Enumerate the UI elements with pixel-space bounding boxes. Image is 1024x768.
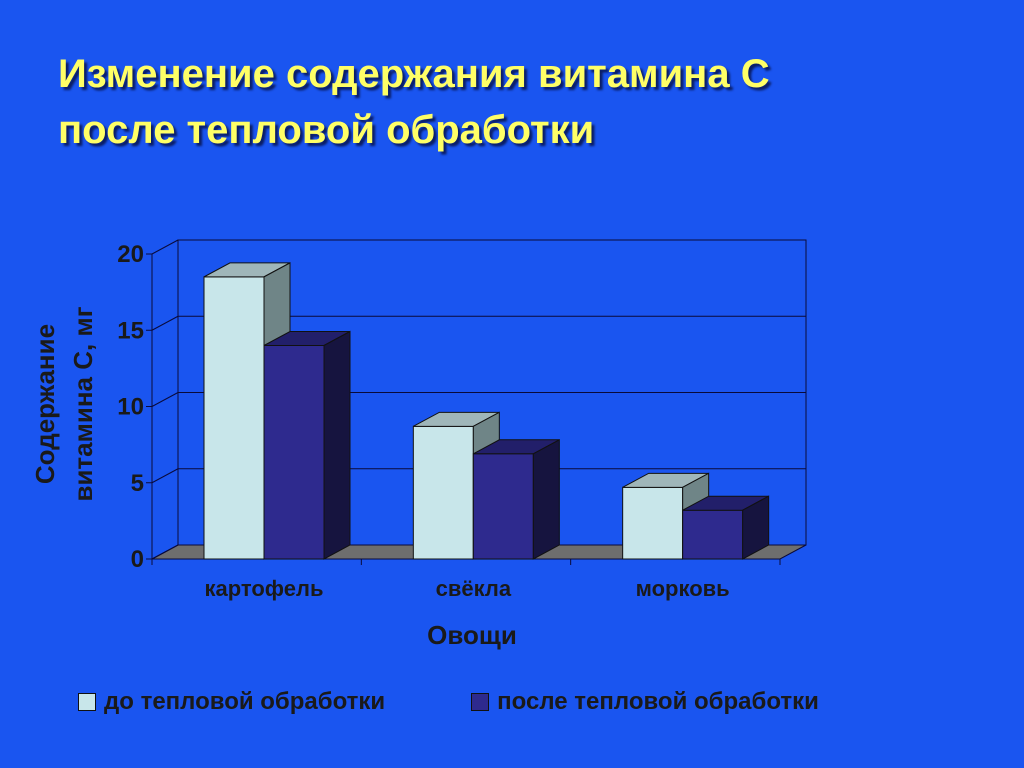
bar-side	[323, 330, 351, 560]
x-category-label: морковь	[636, 576, 730, 601]
x-axis-categories: картофель свёкла морковь	[204, 576, 729, 601]
bar-front	[622, 486, 684, 560]
bar-side	[532, 438, 560, 560]
chart-title-line-1: Изменение содержания витамина С	[58, 52, 770, 96]
legend-swatch-after	[471, 693, 490, 711]
bar	[682, 495, 770, 560]
chart-title-line-2: после тепловой обработки	[58, 108, 595, 152]
y-axis-ticks: 0 5 10 15 20	[117, 241, 144, 573]
bar-front	[203, 276, 265, 560]
bars	[203, 262, 770, 560]
bar	[472, 438, 560, 560]
legend-swatch-before	[78, 693, 96, 711]
gridline-diagonal	[151, 468, 179, 484]
legend-label-after: после тепловой обработки	[497, 688, 819, 715]
gridline-diagonal	[151, 239, 179, 255]
y-tick-label: 20	[117, 241, 144, 268]
bar-front	[263, 345, 325, 560]
bar-front	[682, 509, 744, 560]
bar-front	[472, 453, 534, 560]
gridline-diagonal	[151, 544, 179, 560]
gridline-diagonal	[151, 392, 179, 407]
y-axis-title-line-1: Содержание	[30, 324, 60, 484]
legend-item-after: после тепловой обработки	[471, 688, 819, 716]
bar-side	[742, 495, 770, 560]
bar	[263, 330, 351, 560]
gridline-diagonal	[151, 315, 179, 331]
x-category-label: свёкла	[436, 576, 512, 601]
y-axis-title-line-2: витамина С, мг	[68, 306, 98, 501]
y-tick-label: 15	[117, 317, 144, 344]
x-category-label: картофель	[204, 576, 323, 601]
y-tick-label: 5	[131, 470, 144, 497]
chart-title: Изменение содержания витамина С после те…	[58, 46, 958, 158]
y-tick-label: 0	[131, 546, 144, 573]
bar-front	[412, 425, 474, 560]
x-axis-title: Овощи	[427, 620, 517, 650]
y-tick-label: 10	[117, 394, 144, 421]
legend-label-before: до тепловой обработки	[104, 688, 386, 715]
legend-item-before: до тепловой обработки	[78, 688, 385, 716]
bar-chart: 0 5 10 15 20 картофель свёкла морковь Содержан…	[30, 239, 807, 650]
legend: до тепловой обработки после тепловой обр…	[78, 688, 819, 716]
